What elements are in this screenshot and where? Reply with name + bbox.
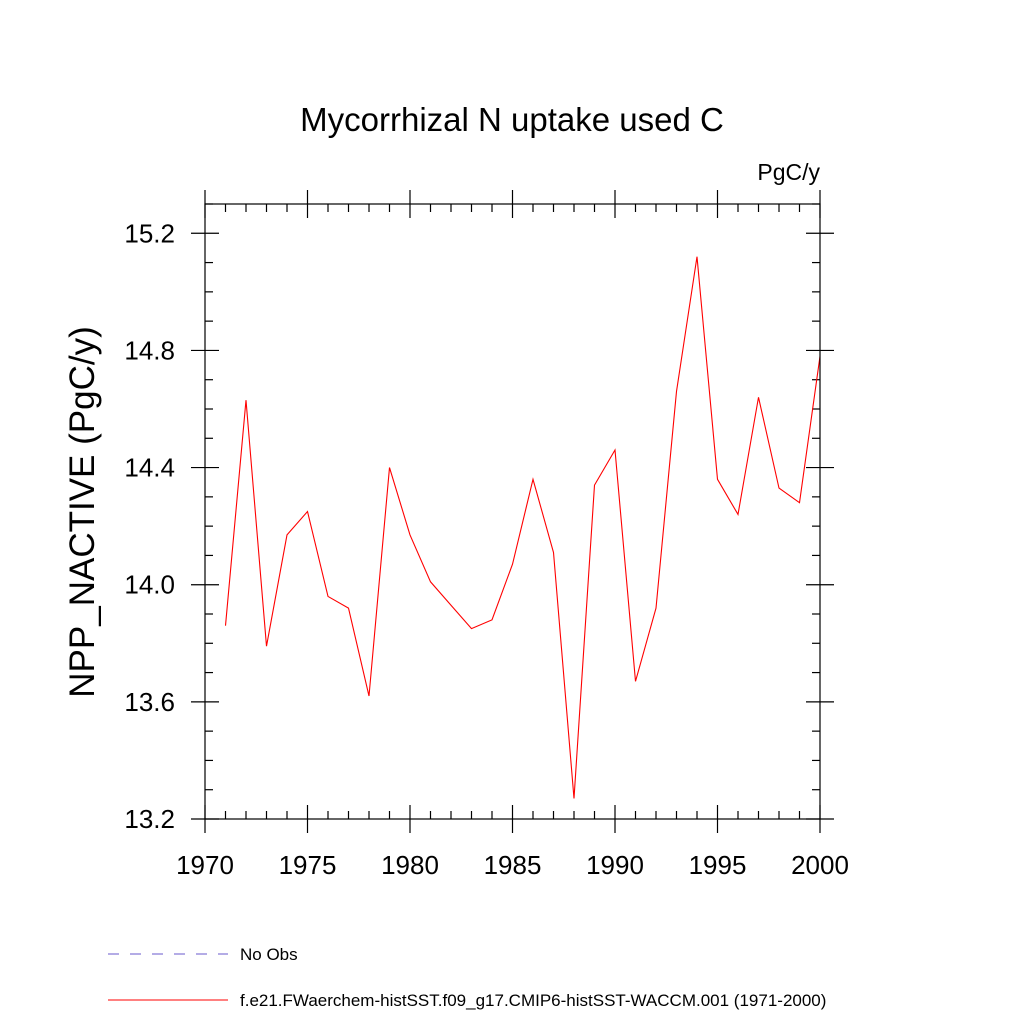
legend-label-model: f.e21.FWaerchem-histSST.f09_g17.CMIP6-hi… xyxy=(240,991,826,1010)
x-tick-label: 1985 xyxy=(484,850,542,880)
legend: No Obs f.e21.FWaerchem-histSST.f09_g17.C… xyxy=(108,945,826,1010)
legend-label-no-obs: No Obs xyxy=(240,945,298,964)
y-tick-label: 13.2 xyxy=(124,804,175,834)
plot-frame xyxy=(204,203,821,820)
series-lines xyxy=(224,256,821,799)
x-tick-labels: 1970 1975 1980 1985 1990 1995 2000 xyxy=(176,850,849,880)
y-tick-label: 14.8 xyxy=(124,335,175,365)
x-tick-label: 1970 xyxy=(176,850,234,880)
x-tick-label: 1975 xyxy=(279,850,337,880)
x-tick-label: 1995 xyxy=(689,850,747,880)
x-tick-label: 2000 xyxy=(791,850,849,880)
units-label: PgC/y xyxy=(757,159,820,185)
y-tick-label: 14.0 xyxy=(124,570,175,600)
y-axis-label: NPP_NACTIVE (PgC/y) xyxy=(63,326,102,697)
y-tick-label: 13.6 xyxy=(124,687,175,717)
y-tick-label: 15.2 xyxy=(124,218,175,248)
axis-ticks xyxy=(191,190,834,833)
x-tick-label: 1980 xyxy=(381,850,439,880)
chart-title: Mycorrhizal N uptake used C xyxy=(300,101,724,138)
x-tick-label: 1990 xyxy=(586,850,644,880)
y-tick-labels: 13.2 13.6 14.0 14.4 14.8 15.2 xyxy=(124,218,175,834)
series-line xyxy=(224,256,821,799)
y-tick-label: 14.4 xyxy=(124,453,175,483)
